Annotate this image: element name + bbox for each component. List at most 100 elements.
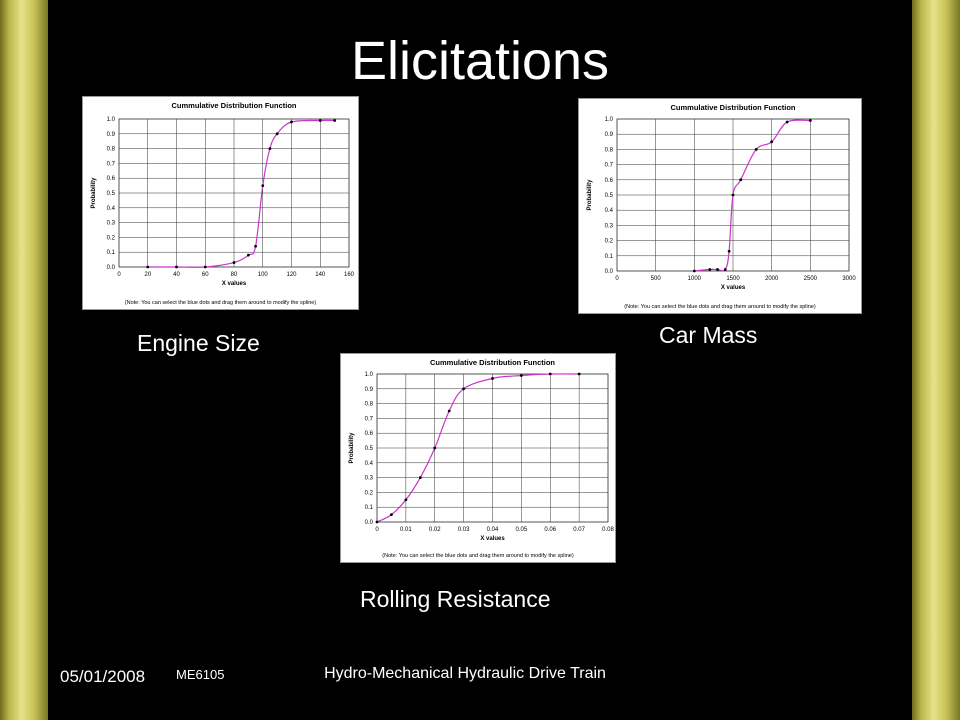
chart-note: (Note: You can select the blue dots and … [382,553,574,559]
slide-title: Elicitations [350,31,610,91]
chart-title: Cummulative Distribution Function [430,358,555,367]
y-tick-label: 0.9 [107,132,116,138]
y-tick-label: 0.1 [107,250,116,256]
data-point [727,249,731,253]
data-point [577,372,581,376]
x-tick-label: 0.04 [487,527,499,533]
x-tick-label: 0.06 [544,527,556,533]
data-point [692,269,696,273]
y-tick-label: 0.0 [107,265,116,271]
y-tick-label: 0.3 [365,476,374,482]
data-point [754,148,758,151]
y-tick-label: 0.6 [605,178,614,184]
data-point [246,253,250,257]
x-axis-label: X values [222,281,247,287]
x-tick-label: 0.01 [400,527,412,533]
x-tick-label: 0.05 [516,527,528,533]
y-tick-label: 1.0 [365,372,374,378]
y-tick-label: 0.5 [365,446,374,452]
x-tick-label: 2000 [765,276,779,282]
data-point [261,184,265,187]
y-tick-label: 0.7 [365,416,374,422]
y-tick-label: 0.3 [107,221,116,227]
x-tick-label: 0.07 [573,527,585,533]
data-point [447,409,451,413]
footer-date: 05/01/2008 [60,667,146,686]
rolling-resistance-caption: Rolling Resistance [360,586,551,612]
x-tick-label: 60 [202,272,209,278]
data-point [731,193,735,197]
x-tick-label: 1000 [688,276,702,282]
engine-size-caption: Engine Size [137,330,260,356]
data-point [404,498,408,502]
engine-size-chart[interactable]: Cummulative Distribution Function 0.0 0.1 0… [82,96,359,310]
y-axis-label: Probability [91,177,97,209]
y-tick-label: 1.0 [605,117,614,123]
data-point [716,268,719,271]
rolling-resistance-chart[interactable]: Cummulative Distribution Function 0.0 0.1 0… [340,353,616,563]
data-point [739,178,743,182]
x-tick-label: 0.02 [429,527,441,533]
data-point [268,147,272,150]
x-tick-label: 2500 [804,276,818,282]
data-point [390,513,393,516]
chart-note: (Note: You can select the blue dots and … [624,304,816,310]
rolling-resistance-chart-svg: Cummulative Distribution Function 0.0 0.1 0… [349,358,614,559]
data-point [290,120,293,124]
cdf-line [147,119,335,268]
x-tick-label: 0.03 [458,527,470,533]
y-axis-label: Probability [349,432,355,464]
data-point [254,244,257,248]
x-tick-label: 140 [315,272,326,278]
data-point [519,374,523,377]
x-axis-label: X values [480,536,505,542]
engine-size-chart-svg: Cummulative Distribution Function 0.0 0.1 0… [91,101,355,306]
data-point [785,120,789,124]
y-tick-label: 0.2 [107,235,116,241]
y-tick-label: 0.7 [605,163,614,169]
y-tick-label: 0.5 [605,193,614,199]
y-tick-label: 0.1 [365,505,374,511]
y-tick-label: 0.4 [107,206,116,212]
x-tick-label: 100 [258,272,269,278]
x-tick-label: 0 [615,276,619,282]
y-tick-label: 0.2 [365,490,374,496]
y-tick-label: 0.4 [605,208,614,214]
car-mass-chart-svg: Cummulative Distribution Function 0.0 0.1 0… [587,103,856,310]
chart-note: (Note: You can select the blue dots and … [125,300,317,306]
x-tick-label: 80 [231,272,238,278]
data-point [418,476,422,479]
y-tick-label: 0.3 [605,223,614,229]
data-point [203,265,207,269]
x-tick-label: 120 [286,272,297,278]
y-tick-label: 0.0 [605,269,614,275]
x-tick-label: 0 [375,527,379,533]
x-tick-label: 0.08 [602,527,614,533]
y-tick-label: 0.7 [107,161,116,167]
y-tick-label: 0.2 [605,239,614,245]
y-tick-label: 0.5 [107,191,116,197]
x-tick-label: 500 [651,276,662,282]
data-point [808,119,812,122]
data-point [770,140,774,144]
x-tick-label: 0 [117,272,121,278]
car-mass-chart[interactable]: Cummulative Distribution Function 0.0 0.1 0… [578,98,862,314]
footer-title: Hydro-Mechanical Hydraulic Drive Train [324,665,606,682]
data-point [723,268,727,271]
y-tick-label: 1.0 [107,117,116,123]
x-tick-label: 40 [173,272,180,278]
y-tick-label: 0.6 [365,431,374,437]
y-tick-label: 0.4 [365,461,374,467]
x-tick-label: 3000 [842,276,856,282]
y-tick-label: 0.6 [107,176,116,182]
data-point [175,265,178,269]
data-point [232,261,236,264]
data-point [375,520,379,524]
x-tick-label: 160 [344,272,355,278]
data-point [433,446,437,450]
data-point [548,372,552,376]
data-point [708,268,712,271]
y-axis-label: Probability [587,179,593,211]
data-point [318,119,322,122]
